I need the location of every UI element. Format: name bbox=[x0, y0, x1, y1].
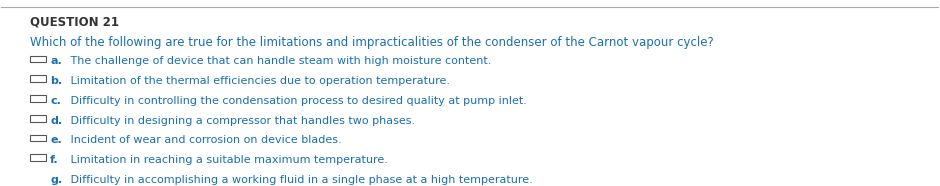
Bar bbox=[29, 115, 46, 122]
Text: b.: b. bbox=[50, 76, 62, 86]
Text: g.: g. bbox=[50, 175, 62, 185]
Text: The challenge of device that can handle steam with high moisture content.: The challenge of device that can handle … bbox=[67, 56, 492, 66]
Text: Limitation in reaching a suitable maximum temperature.: Limitation in reaching a suitable maximu… bbox=[67, 155, 388, 165]
Bar bbox=[29, 95, 46, 102]
Bar bbox=[29, 174, 46, 181]
Text: Incident of wear and corrosion on device blades.: Incident of wear and corrosion on device… bbox=[67, 135, 341, 145]
Text: c.: c. bbox=[50, 96, 61, 106]
Bar bbox=[29, 56, 46, 62]
Bar bbox=[29, 154, 46, 161]
Text: f.: f. bbox=[50, 155, 58, 165]
Text: Difficulty in controlling the condensation process to desired quality at pump in: Difficulty in controlling the condensati… bbox=[67, 96, 526, 106]
Text: d.: d. bbox=[50, 116, 62, 126]
Text: Difficulty in designing a compressor that handles two phases.: Difficulty in designing a compressor tha… bbox=[67, 116, 415, 126]
Text: QUESTION 21: QUESTION 21 bbox=[29, 15, 118, 28]
Text: e.: e. bbox=[50, 135, 62, 145]
Text: a.: a. bbox=[50, 56, 62, 66]
Text: Difficulty in accomplishing a working fluid in a single phase at a high temperat: Difficulty in accomplishing a working fl… bbox=[67, 175, 533, 185]
Text: Which of the following are true for the limitations and impracticalities of the : Which of the following are true for the … bbox=[29, 36, 713, 49]
Bar bbox=[29, 75, 46, 82]
Text: Limitation of the thermal efficiencies due to operation temperature.: Limitation of the thermal efficiencies d… bbox=[67, 76, 450, 86]
Bar bbox=[29, 135, 46, 141]
